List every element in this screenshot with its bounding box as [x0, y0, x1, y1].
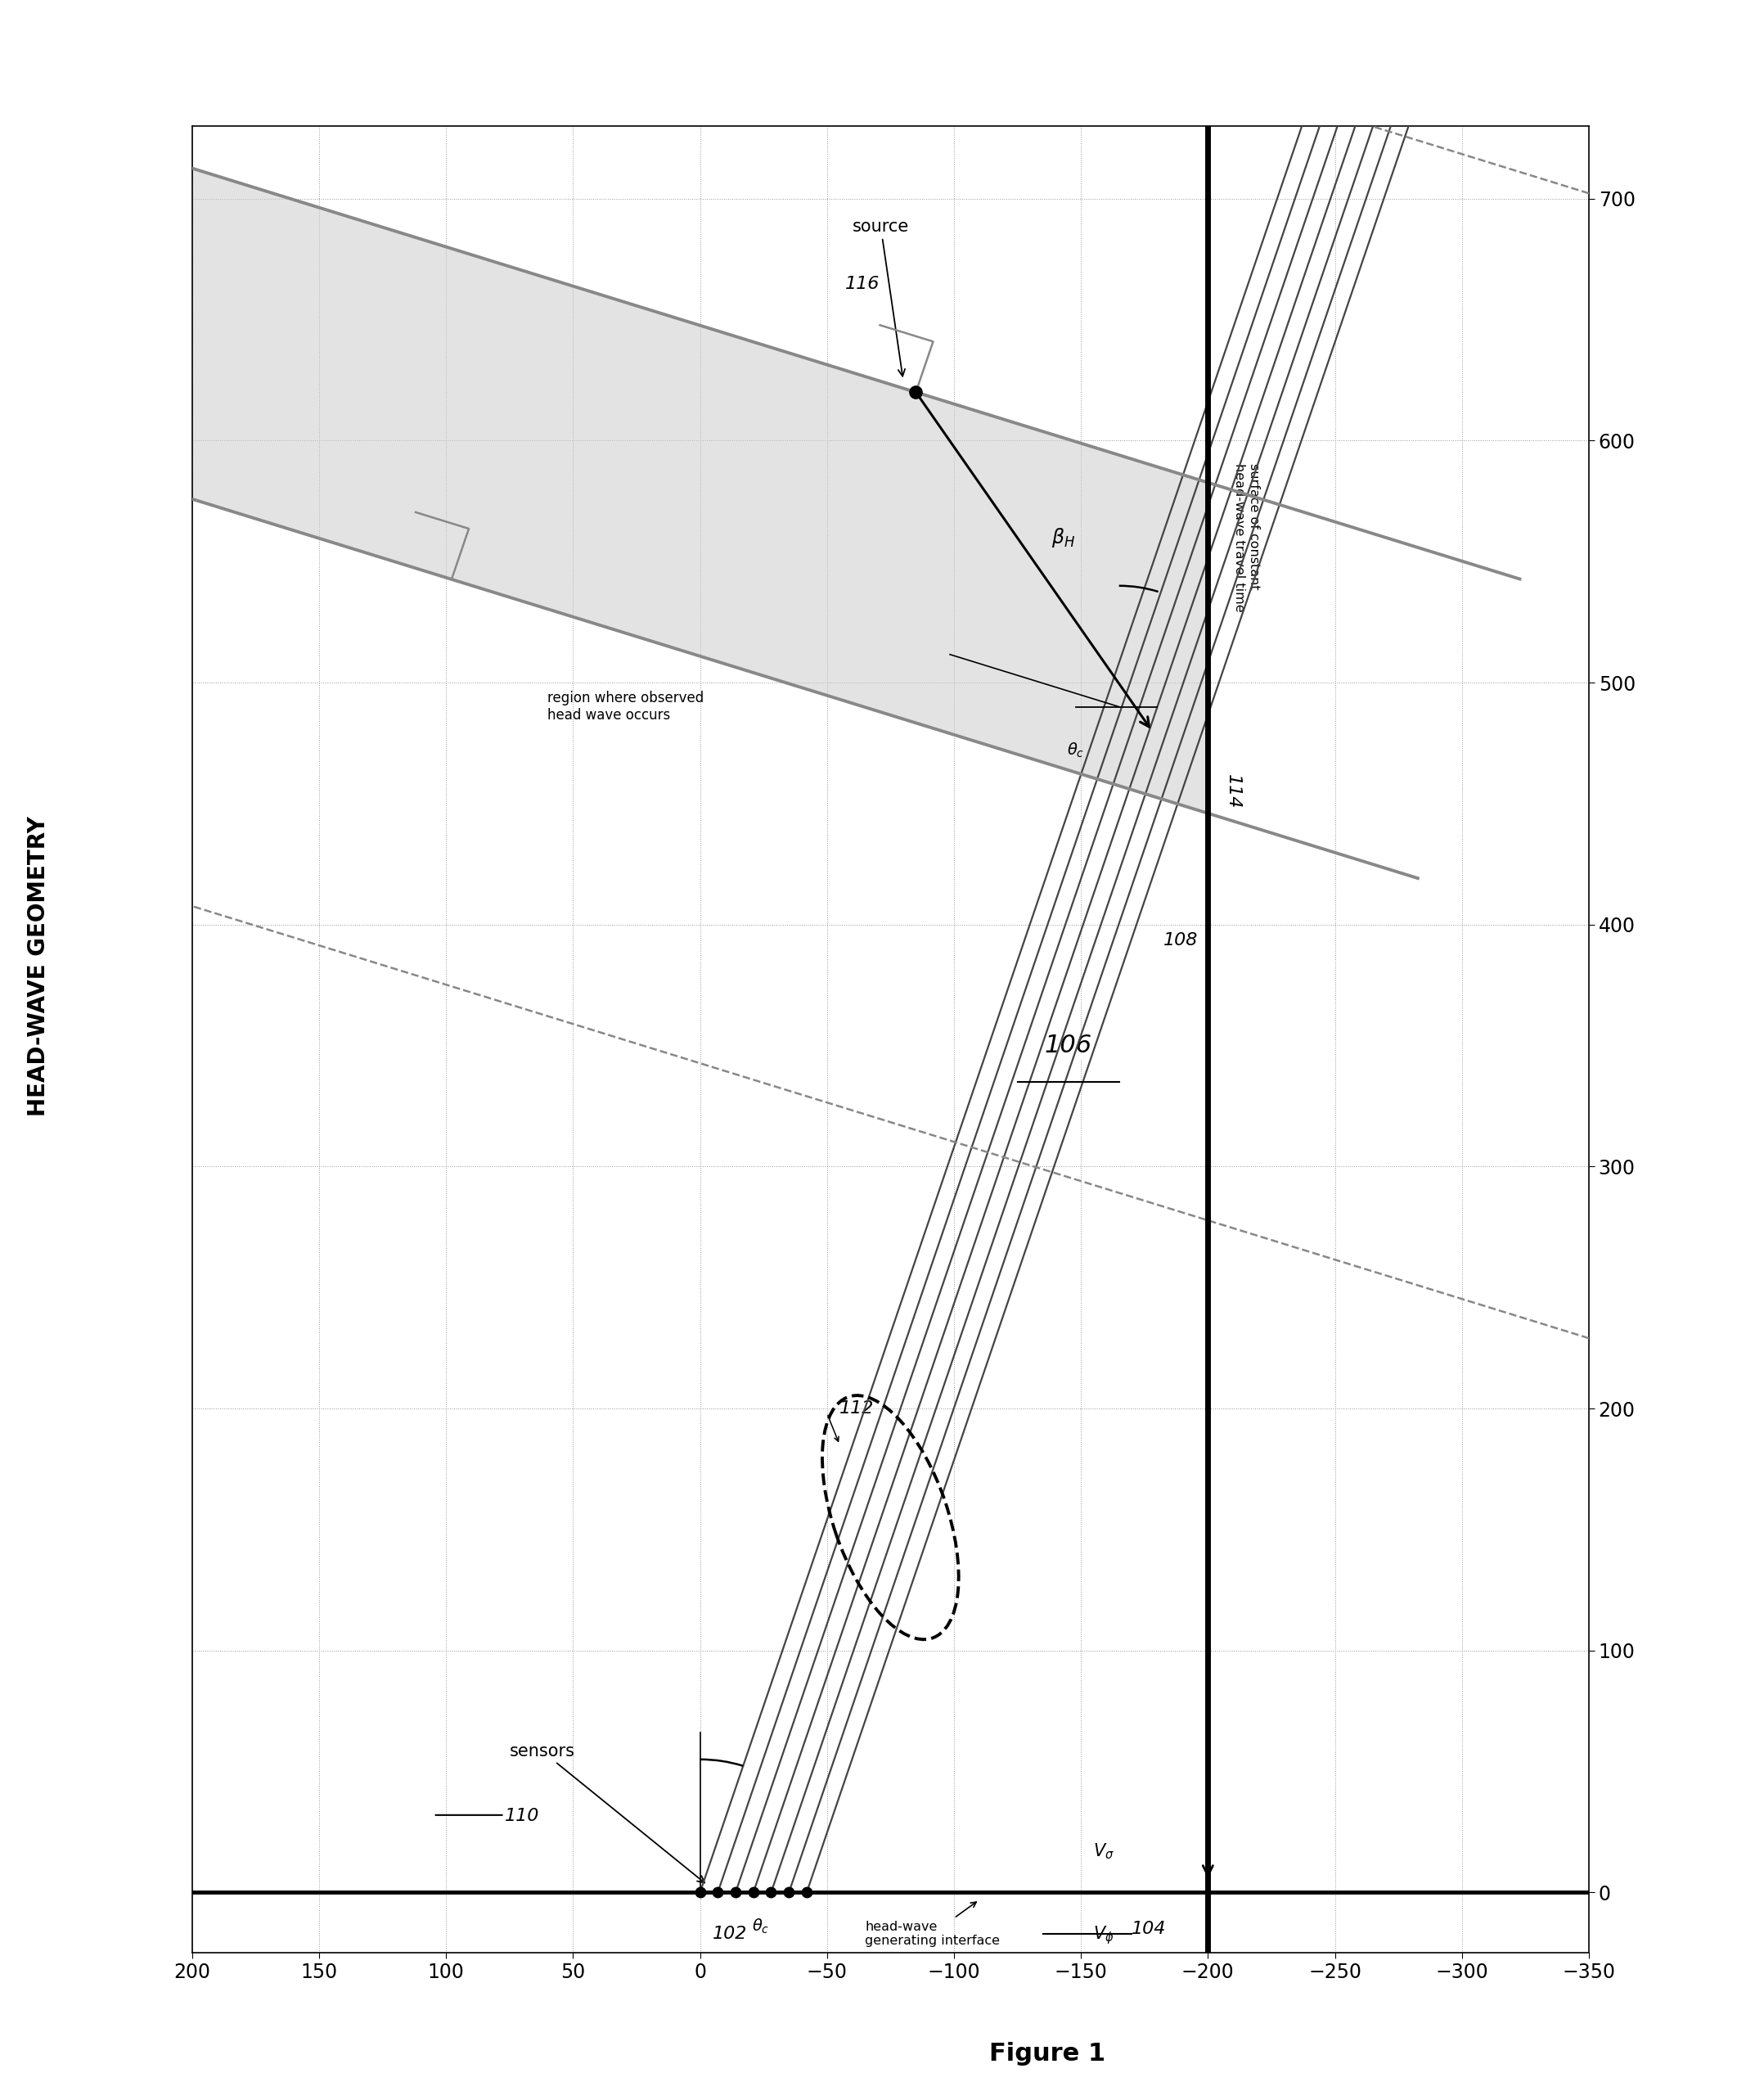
Text: source: source — [852, 218, 910, 376]
Polygon shape — [0, 126, 1208, 813]
Text: 104: 104 — [1131, 1922, 1166, 1936]
Text: 116: 116 — [845, 275, 880, 292]
Text: $V_\sigma$: $V_\sigma$ — [1093, 1842, 1114, 1861]
Text: 114: 114 — [1226, 775, 1241, 809]
Text: 106: 106 — [1044, 1033, 1091, 1058]
Text: region where observed
head wave occurs: region where observed head wave occurs — [548, 691, 704, 722]
Text: $\theta_c$: $\theta_c$ — [1067, 741, 1084, 760]
Text: 112: 112 — [840, 1401, 875, 1418]
Text: $V_\phi$: $V_\phi$ — [1093, 1924, 1114, 1947]
Text: $\theta_c$: $\theta_c$ — [753, 1917, 770, 1936]
Text: sensors: sensors — [510, 1743, 705, 1884]
Text: Figure 1: Figure 1 — [990, 2041, 1105, 2066]
Text: HEAD-WAVE GEOMETRY: HEAD-WAVE GEOMETRY — [26, 817, 51, 1115]
Text: head-wave
generating interface: head-wave generating interface — [864, 1903, 1000, 1947]
Text: 102: 102 — [712, 1926, 747, 1943]
Text: $\beta_H$: $\beta_H$ — [1051, 525, 1076, 548]
Text: surface of constant
head-wave travel time: surface of constant head-wave travel tim… — [1233, 464, 1261, 611]
Text: 108: 108 — [1163, 932, 1198, 949]
Text: 110: 110 — [505, 1808, 540, 1825]
